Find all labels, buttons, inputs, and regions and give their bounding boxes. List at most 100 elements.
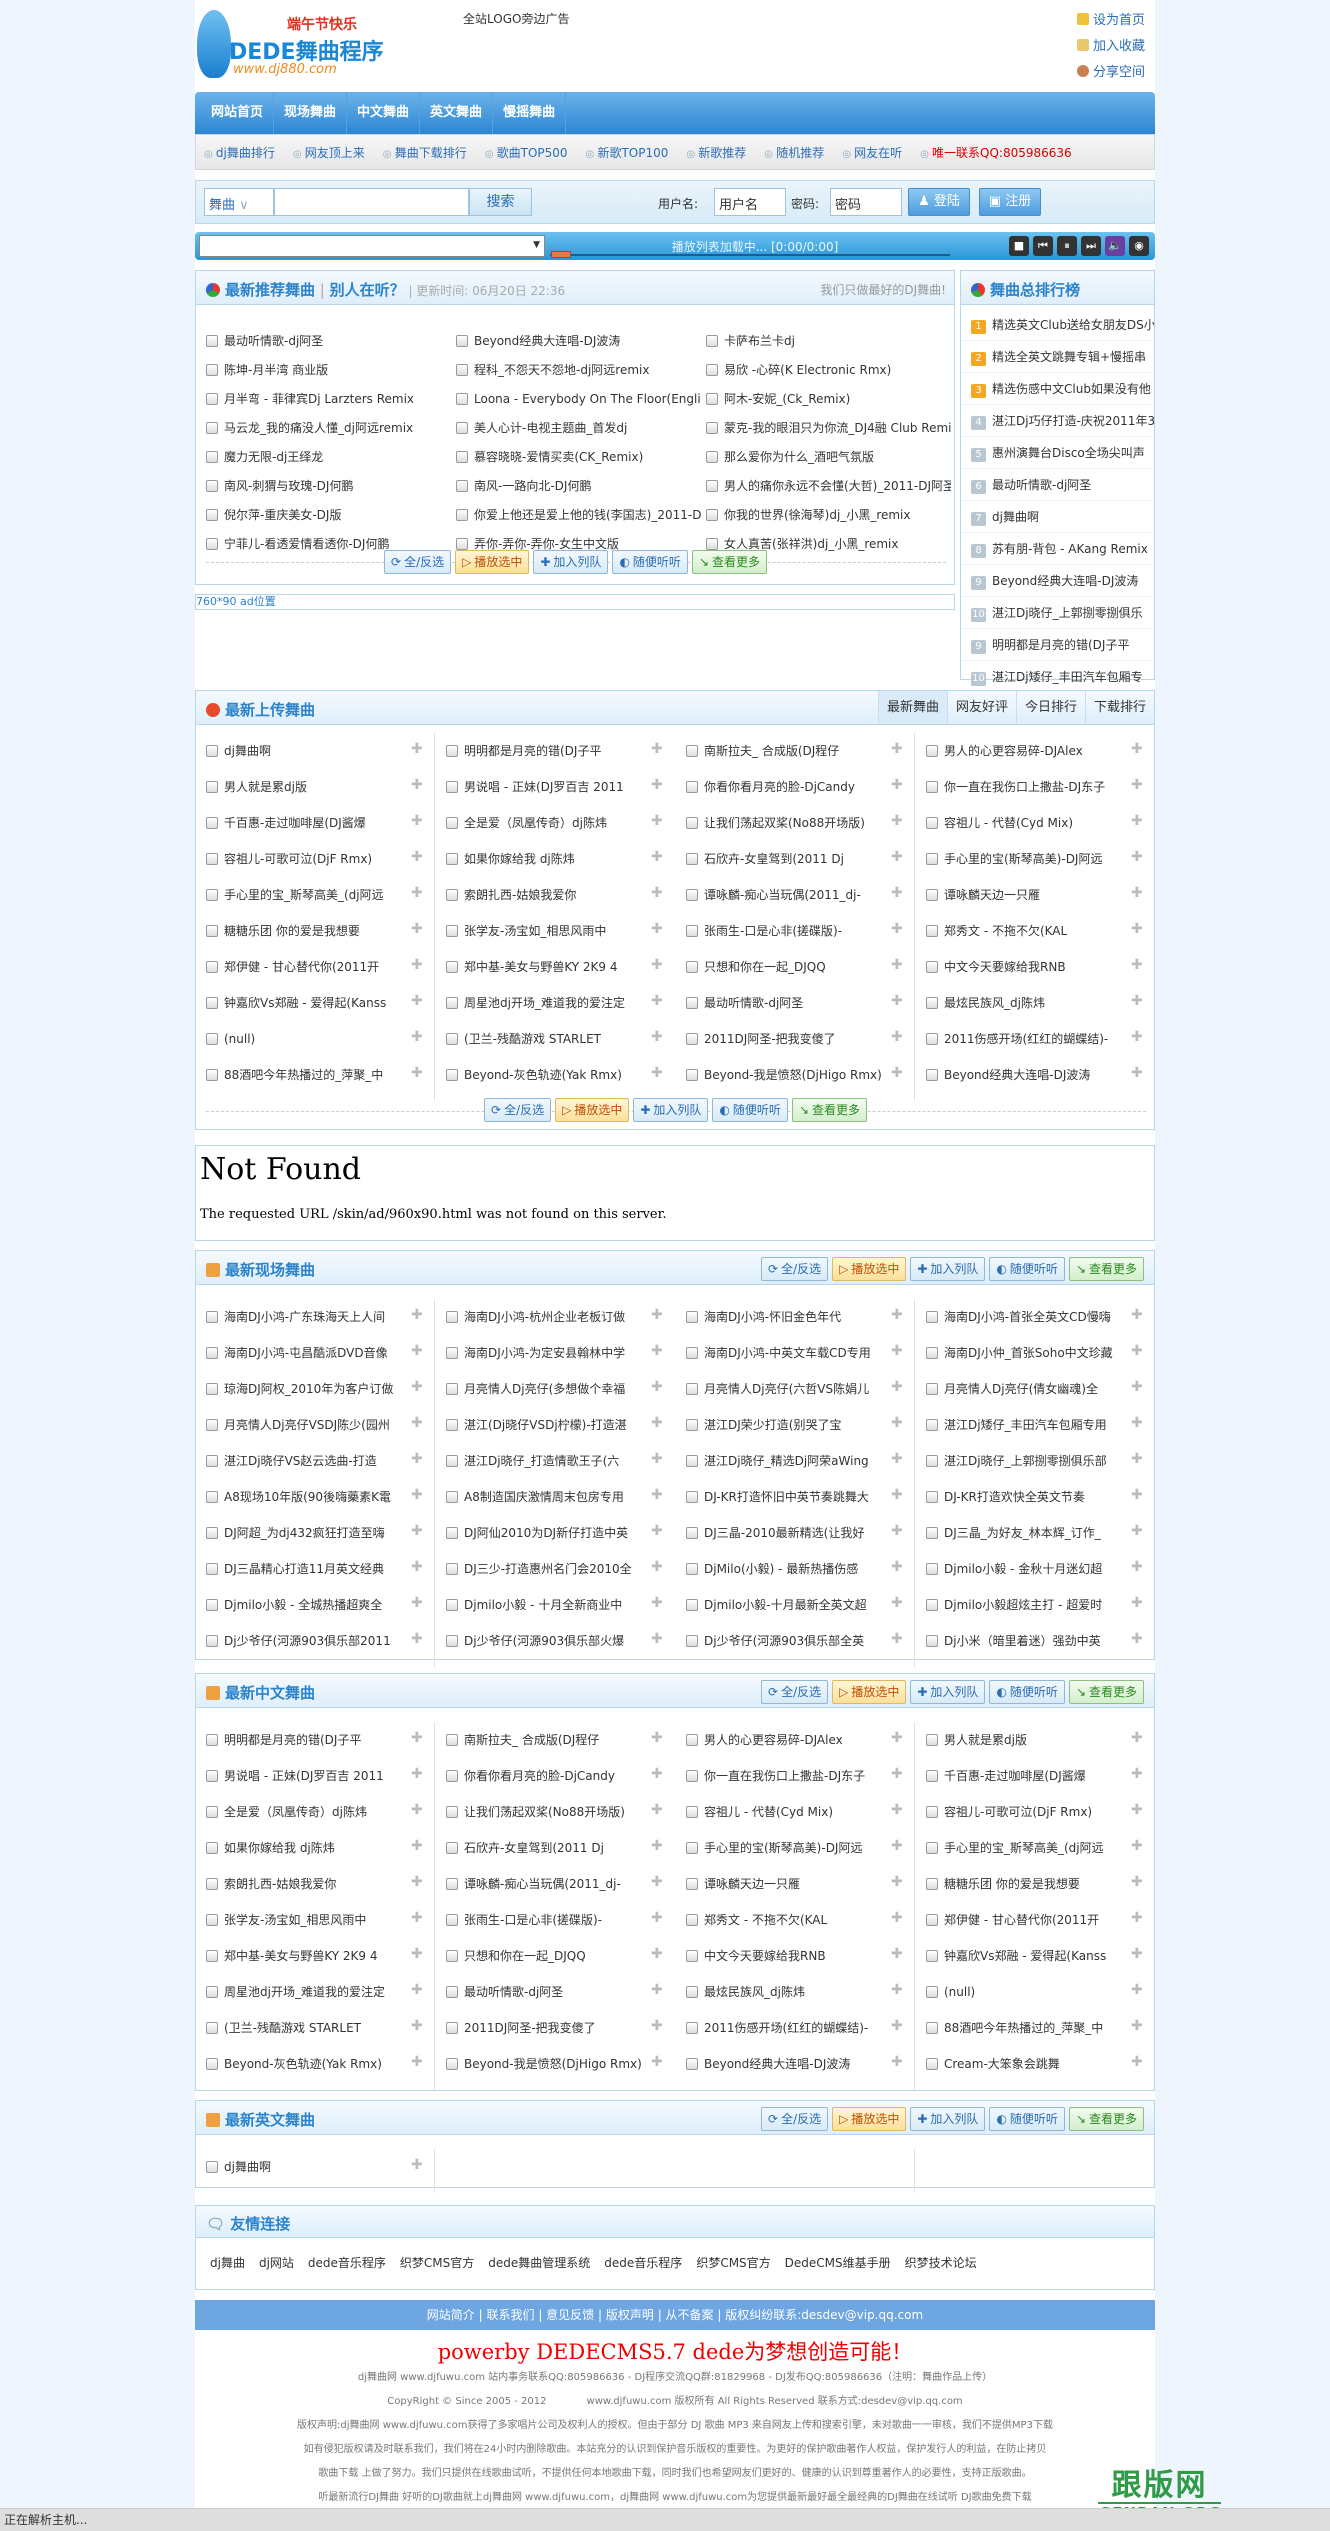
- plus-icon[interactable]: ✚: [651, 1523, 663, 1539]
- song-title[interactable]: 手心里的宝(斯琴高美)-DJ阿远: [704, 1841, 863, 1855]
- song-item[interactable]: 郑伊健 - 甘心替代你(2011开: [926, 1910, 1126, 1930]
- song-title[interactable]: Beyond经典大连唱-DJ波涛: [944, 1068, 1091, 1082]
- plus-icon[interactable]: ✚: [891, 1982, 903, 1998]
- ranking-item[interactable]: 7 dj舞曲啊: [961, 501, 1154, 533]
- song-title[interactable]: 周星池dj开场_难道我的爱注定: [224, 1985, 385, 1999]
- username-field[interactable]: 用户名: [714, 188, 786, 216]
- plus-icon[interactable]: ✚: [1131, 1595, 1143, 1611]
- song-item[interactable]: 你看你看月亮的脸-DjCandy: [686, 777, 886, 797]
- footer-link[interactable]: 版权声明: [605, 2308, 654, 2322]
- song-title[interactable]: 月亮情人Dj亮仔VSDJ陈少(园州: [224, 1418, 390, 1432]
- subnav-item[interactable]: 舞曲下载排行: [383, 144, 467, 161]
- song-title[interactable]: 月半弯 - 菲律宾Dj Larzters Remix: [224, 392, 415, 406]
- song-checkbox[interactable]: [446, 1527, 458, 1539]
- song-item[interactable]: 卡萨布兰卡dj: [706, 331, 951, 351]
- song-title[interactable]: 男人的心更容易碎-DJAlex: [944, 744, 1083, 758]
- song-item[interactable]: 只想和你在一起_DJQQ: [686, 957, 886, 977]
- plus-icon[interactable]: ✚: [651, 2054, 663, 2070]
- song-checkbox[interactable]: [926, 1734, 938, 1746]
- play-selected-button[interactable]: ▷ 播放选中: [555, 1098, 630, 1122]
- song-checkbox[interactable]: [686, 925, 698, 937]
- plus-icon[interactable]: ✚: [651, 1065, 663, 1081]
- ranking-item[interactable]: 2 精选全英文跳舞专辑+慢摇串: [961, 341, 1154, 373]
- song-checkbox[interactable]: [926, 1842, 938, 1854]
- plus-icon[interactable]: ✚: [891, 1802, 903, 1818]
- set-homepage-link[interactable]: 设为首页: [1076, 8, 1145, 34]
- song-checkbox[interactable]: [446, 1455, 458, 1467]
- song-checkbox[interactable]: [926, 1491, 938, 1503]
- song-title[interactable]: 海南DJ小鸿-杭州企业老板订做: [464, 1310, 626, 1324]
- song-title[interactable]: 宁菲儿-看透爱情看透你-DJ何鹏: [224, 537, 390, 551]
- song-item[interactable]: Cream-大笨象会跳舞: [926, 2054, 1126, 2074]
- song-item[interactable]: 南风-刺猬与玫瑰-DJ何鹏: [206, 476, 451, 496]
- song-item[interactable]: 阿木-安妮_(Ck_Remix): [706, 389, 951, 409]
- plus-icon[interactable]: ✚: [411, 2157, 423, 2173]
- plus-icon[interactable]: ✚: [891, 1559, 903, 1575]
- song-title[interactable]: Loona - Everybody On The Floor(Englis: [474, 392, 701, 406]
- song-title[interactable]: 手心里的宝_斯琴高美_(dj阿远: [944, 1841, 1104, 1855]
- song-item[interactable]: 月亮情人Dj亮仔(倩女幽魂)全: [926, 1379, 1126, 1399]
- song-title[interactable]: (卫兰-残酷游戏 STARLET: [464, 1032, 601, 1046]
- song-checkbox[interactable]: [446, 1311, 458, 1323]
- song-item[interactable]: 手心里的宝_斯琴高美_(dj阿远: [206, 885, 406, 905]
- song-title[interactable]: 最动听情歌-dj阿圣: [224, 334, 324, 348]
- song-checkbox[interactable]: [206, 1455, 218, 1467]
- plus-icon[interactable]: ✚: [651, 1631, 663, 1647]
- friend-link[interactable]: dj舞曲: [210, 2256, 245, 2270]
- song-item[interactable]: 琼海DJ阿权_2010年为客户订做: [206, 1379, 406, 1399]
- song-checkbox[interactable]: [206, 925, 218, 937]
- song-title[interactable]: 最动听情歌-dj阿圣: [464, 1985, 564, 1999]
- song-checkbox[interactable]: [446, 1770, 458, 1782]
- song-item[interactable]: 陈坤-月半湾 商业版: [206, 360, 451, 380]
- song-item[interactable]: 容祖儿-可歌可泣(DjF Rmx): [926, 1802, 1126, 1822]
- view-more-button[interactable]: ↘ 查看更多: [1068, 1680, 1145, 1704]
- song-checkbox[interactable]: [926, 1950, 938, 1962]
- plus-icon[interactable]: ✚: [1131, 1631, 1143, 1647]
- song-item[interactable]: DjMilo(小毅) - 最新热播伤感: [686, 1559, 886, 1579]
- song-title[interactable]: 石欣卉-女皇驾到(2011 Dj: [704, 852, 844, 866]
- plus-icon[interactable]: ✚: [1131, 1029, 1143, 1045]
- song-checkbox[interactable]: [206, 997, 218, 1009]
- song-checkbox[interactable]: [926, 817, 938, 829]
- plus-icon[interactable]: ✚: [891, 1730, 903, 1746]
- plus-icon[interactable]: ✚: [651, 1307, 663, 1323]
- song-item[interactable]: DJ三晶-2010最新精选(让我好: [686, 1523, 886, 1543]
- song-checkbox[interactable]: [446, 1986, 458, 1998]
- song-checkbox[interactable]: [446, 1842, 458, 1854]
- song-title[interactable]: 陈坤-月半湾 商业版: [224, 363, 329, 377]
- song-title[interactable]: 谭咏麟-痴心当玩偶(2011_dj-: [464, 1877, 621, 1891]
- plus-icon[interactable]: ✚: [651, 993, 663, 1009]
- plus-icon[interactable]: ✚: [411, 2054, 423, 2070]
- song-checkbox[interactable]: [926, 961, 938, 973]
- song-checkbox[interactable]: [706, 335, 718, 347]
- song-title[interactable]: 湛江(Dj晓仔VSDj柠檬)-打造湛: [464, 1418, 627, 1432]
- song-checkbox[interactable]: [206, 538, 218, 550]
- song-title[interactable]: 糖糖乐团 你的爱是我想要: [224, 924, 360, 938]
- song-checkbox[interactable]: [206, 1842, 218, 1854]
- song-title[interactable]: 明明都是月亮的错(DJ子平: [224, 1733, 362, 1747]
- song-title[interactable]: 张学友-汤宝如_相思风雨中: [224, 1913, 367, 1927]
- song-item[interactable]: 海南DJ小鸿-屯昌酷派DVD音像: [206, 1343, 406, 1363]
- tab-2[interactable]: 今日排行: [1015, 691, 1085, 724]
- song-checkbox[interactable]: [206, 1527, 218, 1539]
- song-title[interactable]: 容祖儿 - 代替(Cyd Mix): [944, 816, 1074, 830]
- song-checkbox[interactable]: [686, 781, 698, 793]
- song-title[interactable]: 男人就是累dj版: [224, 780, 307, 794]
- plus-icon[interactable]: ✚: [411, 1307, 423, 1323]
- plus-icon[interactable]: ✚: [651, 777, 663, 793]
- ranking-item[interactable]: 8 苏有朋-背包 - AKang Remix: [961, 533, 1154, 565]
- add-queue-button[interactable]: ✚ 加入列队: [533, 550, 609, 574]
- plus-icon[interactable]: ✚: [1131, 1307, 1143, 1323]
- song-title[interactable]: 琼海DJ阿权_2010年为客户订做: [224, 1382, 394, 1396]
- song-item[interactable]: 美人心计-电视主题曲_首发dj: [456, 418, 701, 438]
- song-title[interactable]: Djmilo小毅 - 金秋十月迷幻超: [944, 1562, 1103, 1576]
- friend-link[interactable]: 织梦CMS官方: [399, 2256, 475, 2270]
- plus-icon[interactable]: ✚: [1131, 1982, 1143, 1998]
- song-title[interactable]: 最炫民族风_dj陈炜: [704, 1985, 805, 1999]
- plus-icon[interactable]: ✚: [651, 1029, 663, 1045]
- song-title[interactable]: 你我的世界(徐海琴)dj_小黑_remix: [724, 508, 911, 522]
- song-title[interactable]: 易欣 -心碎(K Electronic Rmx): [724, 363, 892, 377]
- ranking-item[interactable]: 10 湛江Dj矮仔_丰田汽车包厢专: [961, 661, 1154, 693]
- song-item[interactable]: Djmilo小毅 - 金秋十月迷幻超: [926, 1559, 1126, 1579]
- song-checkbox[interactable]: [926, 1347, 938, 1359]
